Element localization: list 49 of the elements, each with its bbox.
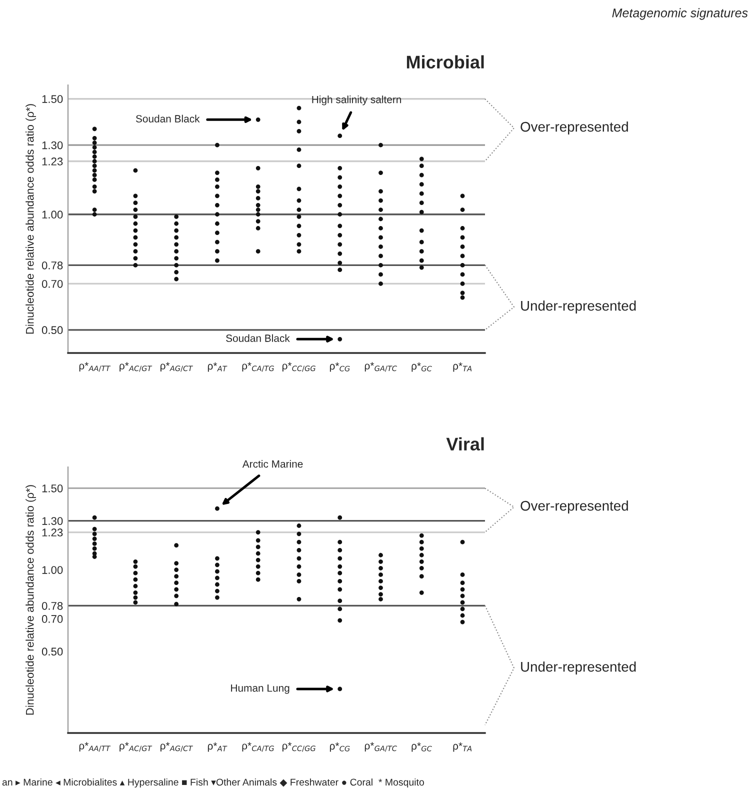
y-tick-label: 0.70 (42, 280, 63, 288)
y-tick-label: 1.50 (42, 484, 63, 492)
x-tick-label: ρ*$_{CA/TG}$ (242, 362, 274, 372)
x-tick-label: ρ*$_{GC}$ (412, 362, 432, 372)
x-tick-label: ρ*$_{CA/TG}$ (242, 742, 274, 752)
chart-title: Microbial (406, 55, 484, 69)
annotation: Soudan Black (136, 114, 200, 122)
annotation: High salinity saltern (312, 96, 402, 106)
y-axis-title: Dinucleotide relative abundance odds ratio (ρ*) (26, 104, 36, 334)
y-tick-label: 0.50 (42, 648, 63, 656)
x-tick-label: ρ*$_{TA}$ (453, 362, 472, 372)
text: an ▸ Marine ◂ Microbialites ▴ Hypersaline ■ Fish ▾Other Animals ◆ Freshwater ● Coral * Mosquito (2, 778, 424, 788)
y-tick-label: 1.23 (42, 158, 63, 166)
y-tick-label: 1.00 (42, 210, 63, 219)
y-tick-label: 1.00 (42, 566, 63, 574)
x-tick-label: ρ*$_{GA/TC}$ (364, 362, 397, 372)
y-axis-title: Dinucleotide relative abundance odds ratio (ρ*) (26, 485, 36, 715)
x-tick-label: ρ*$_{GC}$ (412, 742, 432, 752)
x-tick-label: ρ*$_{CC/GG}$ (282, 362, 316, 372)
text: Under-represented (521, 300, 636, 314)
x-tick-label: ρ*$_{TA}$ (453, 742, 472, 752)
text: Over-represented (520, 122, 628, 134)
x-tick-label: ρ*$_{AG/CT}$ (160, 742, 194, 752)
y-tick-label: 1.50 (42, 95, 63, 103)
y-tick-label: 1.23 (42, 528, 63, 536)
x-tick-label: ρ*$_{AC/GT}$ (120, 742, 152, 752)
x-tick-label: ρ*$_{AA/TT}$ (79, 742, 111, 752)
x-tick-label: ρ*$_{AG/CT}$ (160, 362, 194, 372)
x-tick-label: ρ*$_{CG}$ (330, 362, 350, 372)
x-tick-label: ρ*$_{AA/TT}$ (79, 362, 111, 372)
x-tick-label: ρ*$_{GA/TC}$ (364, 742, 397, 752)
x-tick-label: ρ*$_{AC/GT}$ (120, 362, 152, 372)
x-tick-label: ρ*$_{AT}$ (208, 742, 228, 752)
y-tick-label: 0.78 (42, 261, 63, 270)
text: Under-represented (521, 662, 636, 674)
text: Metagenomic signatures (612, 8, 748, 20)
x-tick-label: ρ*$_{CC/GG}$ (282, 742, 316, 752)
y-tick-label: 1.30 (42, 141, 63, 150)
text: Over-represented (520, 500, 628, 514)
y-tick-label: 1.30 (42, 517, 63, 525)
annotation: Arctic Marine (242, 460, 303, 468)
y-tick-label: 0.50 (42, 326, 63, 334)
annotation: Human Lung (231, 684, 290, 694)
annotation: Soudan Black (226, 334, 290, 342)
x-tick-label: ρ*$_{AT}$ (208, 362, 228, 372)
y-tick-label: 0.70 (42, 615, 63, 623)
chart-title: Viral (446, 437, 484, 451)
y-tick-label: 0.78 (42, 602, 63, 610)
x-tick-label: ρ*$_{CG}$ (330, 742, 350, 752)
